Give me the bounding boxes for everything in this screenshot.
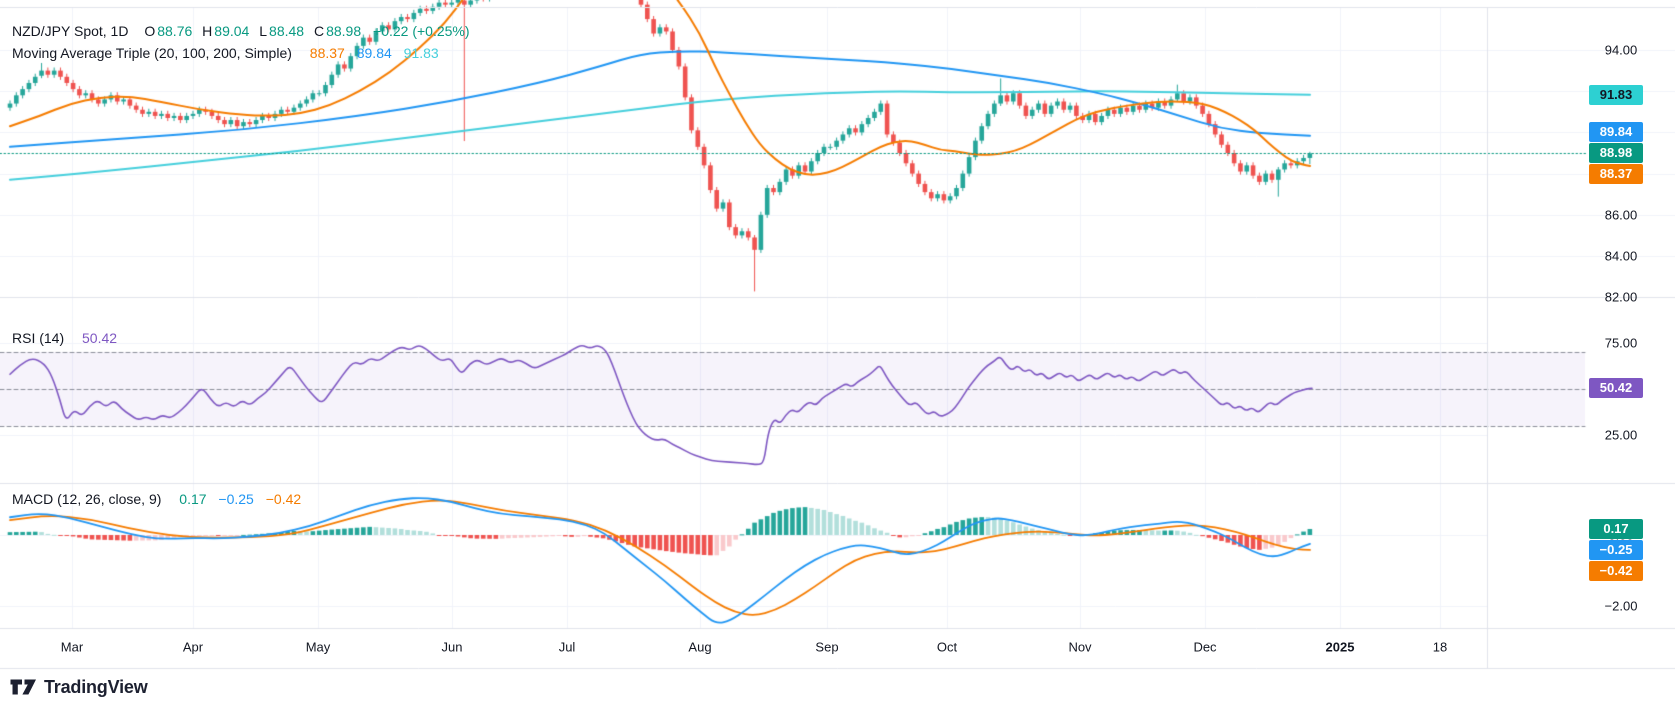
- time-label-Apr: Apr: [182, 639, 204, 655]
- macd-legend-row[interactable]: MACD (12, 26, close, 9) 0.17 −0.25 −0.42: [12, 491, 301, 507]
- price-tick-86.00: 86.00: [1604, 207, 1638, 223]
- close-label: C: [313, 23, 325, 39]
- ma200-value: 91.83: [403, 45, 439, 61]
- symbol-title: NZD/JPY Spot, 1D: [12, 23, 129, 39]
- rsi-tick-25.00: 25.00: [1604, 427, 1638, 443]
- ma100-value: 89.84: [356, 45, 392, 61]
- time-label-Jun: Jun: [441, 639, 463, 655]
- price-badge-91.83: 91.83: [1589, 84, 1643, 105]
- open-value: 88.76: [157, 23, 193, 39]
- time-label-Jul: Jul: [558, 639, 576, 655]
- price-badge-89.84: 89.84: [1589, 122, 1643, 143]
- close-value: 88.98: [326, 23, 362, 39]
- time-label-Nov: Nov: [1068, 639, 1092, 655]
- macd-signal-value: −0.42: [265, 491, 302, 507]
- price-badge-88.98: 88.98: [1589, 143, 1643, 164]
- open-label: O: [144, 23, 156, 39]
- macd-badge-−0.25: −0.25: [1589, 539, 1643, 560]
- high-value: 89.04: [214, 23, 250, 39]
- tradingview-logo-text: TradingView: [44, 676, 148, 697]
- rsi-tick-75.00: 75.00: [1604, 335, 1638, 351]
- time-label-May: May: [305, 639, 331, 655]
- ma-legend-row[interactable]: Moving Average Triple (20, 100, 200, Sim…: [12, 42, 470, 64]
- time-label-Mar: Mar: [60, 639, 84, 655]
- low-value: 88.48: [269, 23, 305, 39]
- time-label-Dec: Dec: [1193, 639, 1217, 655]
- price-tick-82.00: 82.00: [1604, 289, 1638, 305]
- time-label-Sep: Sep: [815, 639, 839, 655]
- macd-badge-−0.42: −0.42: [1589, 560, 1643, 581]
- low-label: L: [259, 23, 268, 39]
- price-badge-88.37: 88.37: [1589, 164, 1643, 185]
- time-label-Oct: Oct: [936, 639, 958, 655]
- tradingview-logo-icon: [10, 679, 36, 695]
- rsi-badge-50.42: 50.42: [1589, 378, 1643, 399]
- macd-tick-−2.00: −2.00: [1604, 598, 1638, 614]
- change-value: +0.22 (+0.25%): [373, 23, 470, 39]
- time-label-2025: 2025: [1325, 639, 1355, 655]
- macd-line-value: −0.25: [218, 491, 254, 507]
- time-label-18: 18: [1432, 639, 1448, 655]
- high-label: H: [202, 23, 213, 39]
- macd-title: MACD (12, 26, close, 9): [12, 491, 162, 507]
- time-label-Aug: Aug: [688, 639, 712, 655]
- ma-title: Moving Average Triple (20, 100, 200, Sim…: [12, 45, 292, 61]
- macd-hist-value: 0.17: [179, 491, 207, 507]
- price-tick-94.00: 94.00: [1604, 42, 1638, 58]
- rsi-title: RSI (14): [12, 330, 65, 346]
- rsi-legend-row[interactable]: RSI (14) 50.42: [12, 330, 117, 346]
- macd-badge-0.17: 0.17: [1589, 518, 1643, 539]
- rsi-value: 50.42: [82, 330, 118, 346]
- ma20-value: 88.37: [309, 45, 345, 61]
- price-tick-84.00: 84.00: [1604, 248, 1638, 264]
- tradingview-logo[interactable]: TradingView: [10, 676, 148, 698]
